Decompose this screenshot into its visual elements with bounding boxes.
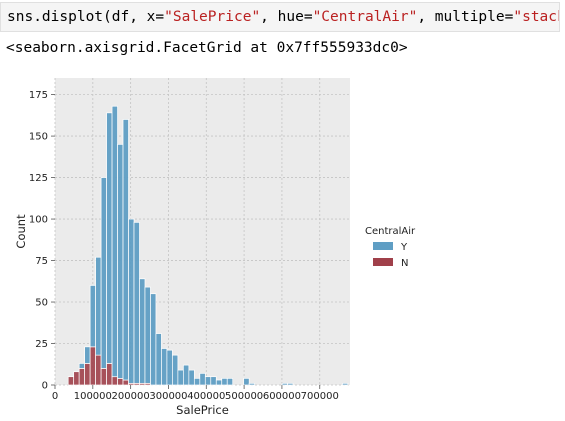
bar-Y [133, 222, 140, 384]
bar-Y [188, 369, 195, 386]
bar-Y [215, 379, 223, 386]
bar-Y [177, 369, 184, 386]
bar-N [67, 376, 75, 386]
x-ticks: 0 100000 200000 300000 400000 500000 600000 700… [52, 385, 339, 402]
bars [67, 105, 349, 386]
bar-Y [78, 363, 86, 369]
bar-Y [248, 382, 256, 386]
x-tick-label: 100000 [74, 391, 112, 402]
y-tick-label: 150 [29, 132, 48, 143]
bar-Y [172, 354, 179, 386]
bar-N [106, 363, 113, 386]
code-arg-multiple: "stack" [513, 9, 559, 25]
bar-Y [106, 112, 113, 364]
legend-swatch-Y [373, 242, 393, 250]
y-tick-label: 0 [42, 381, 48, 392]
y-tick-label: 175 [29, 90, 48, 101]
bar-Y [342, 382, 349, 386]
x-tick-label: 0 [52, 391, 58, 402]
x-tick-label: 700000 [301, 391, 339, 402]
code-arg-hue: "CentralAir" [312, 9, 418, 25]
x-tick-label: 500000 [225, 391, 263, 402]
bar-Y [128, 218, 135, 384]
y-tick-label: 100 [29, 215, 48, 226]
bar-Y [199, 373, 206, 386]
legend: CentralAir YN [365, 226, 416, 269]
y-axis-label: Count [14, 214, 28, 249]
code-sep-1: , hue= [260, 9, 313, 25]
x-tick-label: 300000 [149, 391, 187, 402]
bar-Y [204, 376, 212, 386]
x-tick-label: 400000 [187, 391, 225, 402]
bar-Y [100, 177, 107, 369]
legend-swatch-N [373, 258, 393, 266]
bar-N [73, 371, 80, 386]
bar-Y [287, 382, 294, 386]
bar-Y [183, 364, 190, 386]
code-prefix: sns.displot(df, x= [7, 9, 165, 25]
legend-label-Y: Y [400, 242, 408, 253]
histogram-chart: 0 25 50 75 100 125 150 175 0 100000 200000 300000 4… [14, 78, 416, 417]
bar-Y [226, 378, 234, 386]
bar-Y [193, 378, 201, 386]
code-sep-2: , multiple= [417, 9, 514, 25]
bar-N [84, 363, 91, 386]
bar-N [100, 368, 107, 386]
bar-Y [243, 378, 250, 386]
y-tick-label: 50 [35, 298, 48, 309]
bar-Y [161, 348, 168, 386]
bar-Y [210, 376, 217, 386]
x-tick-label: 200000 [112, 391, 150, 402]
bar-N [78, 368, 86, 386]
x-axis-label: SalePrice [176, 403, 229, 417]
code-arg-x: "SalePrice" [164, 9, 261, 25]
y-tick-label: 125 [29, 173, 48, 184]
bar-Y [166, 349, 173, 386]
legend-label-N: N [401, 258, 408, 269]
bar-N [95, 354, 102, 386]
bar-Y [144, 286, 151, 384]
bar-N [122, 379, 129, 386]
bar-N [89, 346, 96, 386]
bar-Y [117, 144, 124, 379]
bar-Y [139, 278, 146, 384]
bar-N [117, 378, 124, 386]
bar-Y [89, 285, 96, 348]
y-tick-label: 75 [35, 256, 48, 267]
bar-Y [221, 378, 228, 386]
bar-N [111, 376, 118, 386]
y-tick-label: 25 [35, 339, 48, 350]
legend-title: CentralAir [365, 226, 416, 237]
bar-Y [122, 119, 129, 381]
bar-Y [281, 382, 288, 386]
code-cell[interactable]: sns.displot(df, x="SalePrice", hue="Cent… [0, 2, 560, 32]
bar-Y [95, 256, 102, 356]
bar-Y [111, 105, 118, 378]
y-ticks: 0 25 50 75 100 125 150 175 [29, 90, 55, 392]
x-tick-label: 600000 [263, 391, 301, 402]
bar-Y [150, 293, 157, 386]
bar-Y [155, 333, 162, 386]
bar-Y [84, 346, 91, 364]
cell-output-text: <seaborn.axisgrid.FacetGrid at 0x7ff5559… [6, 40, 408, 56]
